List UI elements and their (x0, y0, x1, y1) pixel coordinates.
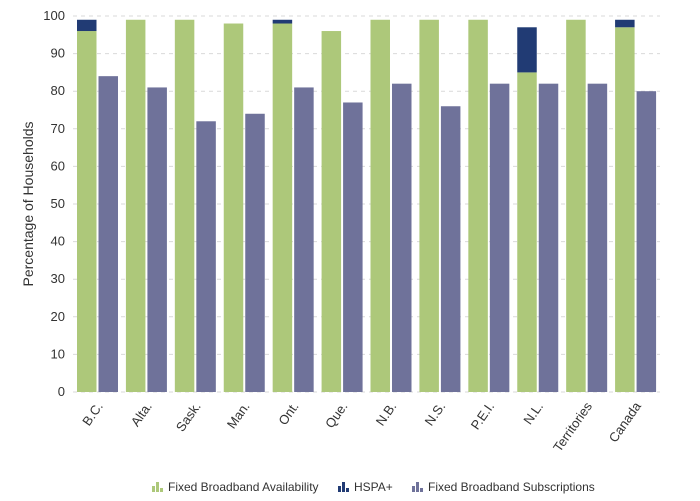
bar-fixed-broadband-subscriptions[interactable] (392, 83, 412, 393)
bar-fixed-broadband-subscriptions[interactable] (587, 83, 608, 393)
bar-fixed-broadband-subscriptions[interactable] (440, 106, 461, 393)
y-axis-label: Percentage of Households (20, 122, 36, 287)
x-tick-label: Sask. (173, 399, 204, 434)
bar-fixed-broadband-subscriptions[interactable] (196, 121, 216, 392)
x-tick-label: N.S. (422, 399, 449, 428)
bar-fixed-broadband-availability[interactable] (419, 19, 439, 392)
bar-fixed-broadband-subscriptions[interactable] (294, 87, 314, 392)
x-tick-label: Alta. (128, 399, 155, 429)
bar-fixed-broadband-availability[interactable] (77, 31, 97, 392)
legend[interactable]: Fixed Broadband Availability HSPA+ Fixed B… (152, 480, 595, 494)
bar-fixed-broadband-availability[interactable] (223, 23, 244, 393)
bar-fixed-broadband-subscriptions[interactable] (489, 83, 510, 393)
y-tick-label: 40 (51, 234, 65, 249)
bar-fixed-broadband-subscriptions[interactable] (538, 83, 559, 393)
y-tick-label: 90 (51, 46, 65, 61)
bar-fixed-broadband-availability[interactable] (517, 72, 537, 393)
y-tick-label: 20 (51, 309, 65, 324)
legend-label: HSPA+ (354, 480, 393, 494)
y-tick-label: 10 (51, 346, 65, 361)
x-tick-label: P.E.I. (468, 399, 498, 432)
x-tick-label: Ont. (275, 399, 301, 428)
bar-fixed-broadband-subscriptions[interactable] (147, 87, 167, 392)
bar-fixed-broadband-subscriptions[interactable] (343, 102, 363, 392)
legend-item[interactable]: HSPA+ (338, 480, 393, 494)
bar-fixed-broadband-availability[interactable] (174, 19, 195, 392)
x-tick-label: N.L. (520, 399, 546, 427)
bar-chart-icon (338, 482, 349, 492)
bar-hspa-plus[interactable] (517, 27, 537, 73)
x-tick-label: Man. (224, 399, 253, 431)
legend-label: Fixed Broadband Subscriptions (428, 480, 595, 494)
bar-fixed-broadband-availability[interactable] (615, 27, 635, 393)
bar-fixed-broadband-availability[interactable] (321, 31, 342, 392)
bar-hspa-plus[interactable] (615, 19, 635, 28)
bar-hspa-plus[interactable] (77, 19, 97, 32)
bar-fixed-broadband-availability[interactable] (125, 19, 146, 392)
bar-hspa-plus[interactable] (272, 19, 293, 24)
x-tick-label: Que. (322, 399, 350, 431)
x-tick-label: N.B. (373, 399, 400, 428)
bars (77, 19, 657, 393)
y-tick-label: 60 (51, 158, 65, 173)
bar-fixed-broadband-availability[interactable] (566, 19, 586, 392)
x-tick-label: Territories (550, 399, 595, 455)
bar-fixed-broadband-availability[interactable] (370, 19, 391, 392)
bar-fixed-broadband-subscriptions[interactable] (245, 113, 265, 392)
legend-item[interactable]: Fixed Broadband Subscriptions (412, 480, 595, 494)
bar-fixed-broadband-availability[interactable] (272, 23, 293, 393)
grid-lines (73, 15, 660, 393)
y-tick-label: 30 (51, 271, 65, 286)
bar-fixed-broadband-availability[interactable] (468, 19, 488, 392)
y-tick-label: 0 (58, 384, 65, 399)
y-tick-label: 80 (51, 83, 65, 98)
bar-fixed-broadband-subscriptions[interactable] (98, 76, 119, 392)
y-tick-label: 50 (51, 196, 65, 211)
y-axis-ticks: 0 10 20 30 40 50 60 70 80 90 100 (43, 8, 65, 399)
x-tick-label: B.C. (79, 399, 106, 428)
bar-chart-icon (152, 482, 163, 492)
y-tick-label: 100 (43, 8, 65, 23)
x-axis-ticks: B.C. Alta. Sask. Man. Ont. Que. N.B. N.S. P.E.I.… (79, 398, 644, 454)
y-tick-label: 70 (51, 121, 65, 136)
x-tick-label: Canada (606, 398, 645, 445)
legend-item[interactable]: Fixed Broadband Availability (152, 480, 319, 494)
bar-chart-icon (412, 482, 423, 492)
bar-fixed-broadband-subscriptions[interactable] (636, 91, 657, 392)
legend-label: Fixed Broadband Availability (168, 480, 319, 494)
